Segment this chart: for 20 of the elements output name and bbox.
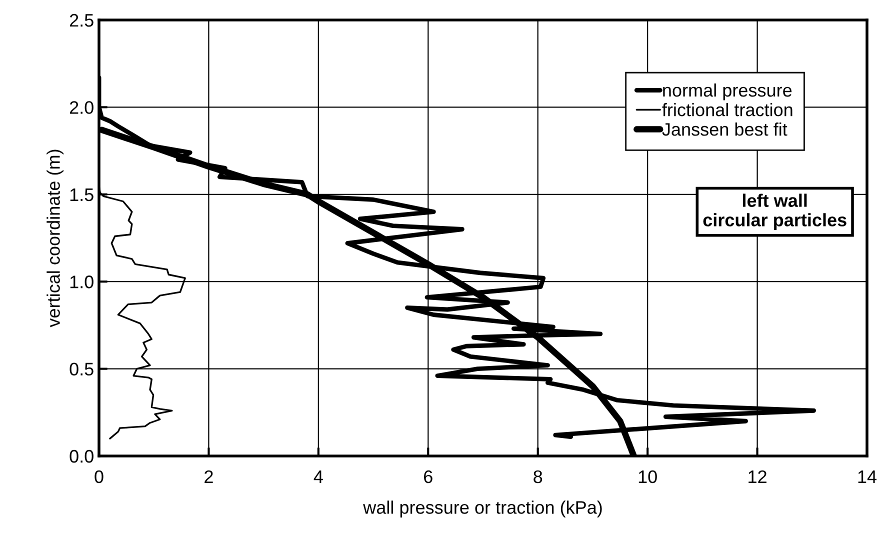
x-axis-title: wall pressure or traction (kPa) (363, 500, 602, 518)
y-tick-label: 1.0 (70, 276, 94, 288)
x-tick-label: 0 (94, 470, 104, 484)
x-tick-label: 4 (314, 470, 323, 483)
x-tick-label: 12 (748, 470, 766, 483)
x-tick-label: 8 (534, 470, 542, 484)
y-tick-label: 2.5 (70, 14, 94, 27)
y-tick-label: 1.5 (70, 188, 94, 202)
x-tick-label: 2 (204, 470, 213, 483)
legend-label: normal pressure (663, 83, 792, 100)
y-tick-label: 0.5 (70, 362, 94, 376)
y-tick-label: 0.0 (70, 450, 94, 463)
y-tick-label: 2.0 (70, 101, 94, 114)
y-axis-title: vertical coordinate (m) (46, 150, 64, 328)
x-tick-label: 6 (424, 470, 432, 484)
legend-label: frictional traction (662, 103, 792, 116)
annotation: left wall circular particles (703, 194, 846, 230)
legend-label: Janssen best fit (662, 122, 788, 136)
x-tick-label: 14 (858, 470, 877, 483)
x-tick-label: 10 (638, 470, 657, 484)
